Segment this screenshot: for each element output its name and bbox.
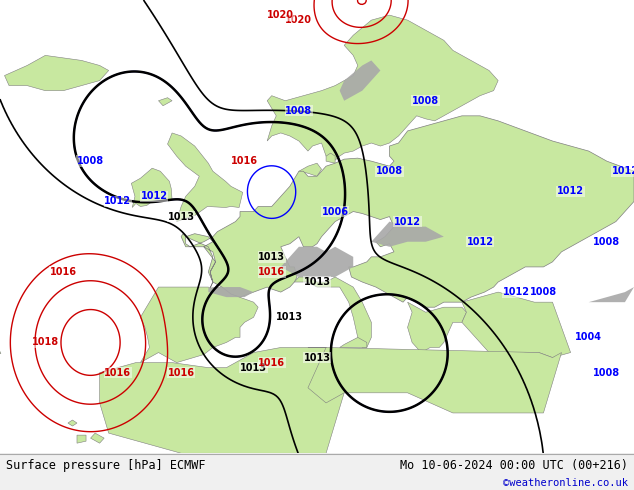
Polygon shape [4, 55, 108, 91]
Text: 1013: 1013 [258, 252, 285, 262]
Text: 1008: 1008 [285, 106, 313, 116]
Polygon shape [68, 420, 77, 426]
Polygon shape [100, 347, 344, 453]
Text: ©weatheronline.co.uk: ©weatheronline.co.uk [503, 478, 628, 489]
Polygon shape [209, 287, 254, 297]
Polygon shape [181, 116, 634, 307]
Polygon shape [299, 163, 321, 176]
Text: Mo 10-06-2024 00:00 UTC (00+216): Mo 10-06-2024 00:00 UTC (00+216) [399, 459, 628, 471]
Polygon shape [77, 435, 86, 443]
Polygon shape [340, 338, 367, 347]
Text: 1013: 1013 [304, 353, 330, 363]
Text: 1016: 1016 [104, 368, 131, 378]
Polygon shape [0, 351, 1, 354]
Polygon shape [267, 15, 498, 160]
Text: 1013: 1013 [276, 312, 303, 322]
Text: 1012: 1012 [503, 287, 530, 297]
Text: Surface pressure [hPa] ECMWF: Surface pressure [hPa] ECMWF [6, 459, 206, 471]
Polygon shape [589, 287, 634, 302]
Text: 1020: 1020 [285, 15, 313, 25]
Text: 1012: 1012 [467, 237, 493, 247]
Text: 1012: 1012 [394, 217, 421, 226]
Polygon shape [408, 302, 467, 352]
Text: 1008: 1008 [376, 166, 403, 176]
Text: 1020: 1020 [268, 10, 294, 20]
Text: 1008: 1008 [593, 368, 621, 378]
Polygon shape [158, 98, 172, 106]
Polygon shape [294, 277, 372, 347]
Text: 1016: 1016 [258, 358, 285, 368]
Text: 1008: 1008 [593, 237, 621, 247]
Polygon shape [439, 367, 462, 373]
Text: 1016: 1016 [50, 267, 77, 277]
Polygon shape [131, 168, 172, 207]
Polygon shape [372, 221, 444, 247]
Polygon shape [308, 347, 562, 413]
Text: 1012: 1012 [611, 166, 634, 176]
Polygon shape [167, 133, 243, 221]
Polygon shape [326, 153, 335, 163]
Polygon shape [91, 433, 104, 443]
Polygon shape [281, 247, 353, 277]
Text: 1012: 1012 [557, 186, 584, 196]
Text: 1012: 1012 [104, 196, 131, 206]
Text: 1008: 1008 [530, 287, 557, 297]
Text: 1013: 1013 [304, 277, 330, 287]
Polygon shape [140, 287, 258, 363]
Text: 1016: 1016 [231, 156, 258, 166]
Text: 1013: 1013 [167, 212, 195, 221]
Text: 1006: 1006 [321, 206, 349, 217]
Text: 1004: 1004 [575, 332, 602, 343]
Polygon shape [462, 292, 571, 358]
Text: 1013: 1013 [240, 363, 267, 372]
Polygon shape [340, 60, 380, 101]
Text: 1008: 1008 [77, 156, 104, 166]
Text: 1016: 1016 [167, 368, 195, 378]
Text: 1012: 1012 [141, 192, 167, 201]
Text: 1018: 1018 [32, 338, 59, 347]
Text: 1016: 1016 [258, 267, 285, 277]
Text: 1008: 1008 [412, 96, 439, 106]
